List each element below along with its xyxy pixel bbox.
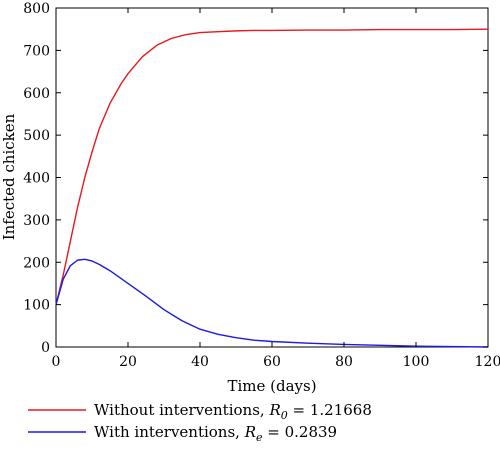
x-tick-label: 0 [52,354,61,370]
y-tick-label: 700 [23,43,50,59]
legend: Without interventions, R0 = 1.21668With … [28,401,372,444]
x-tick-label: 120 [475,354,500,370]
legend-label-1: Without interventions, R0 = 1.21668 [94,401,372,422]
x-tick-label: 80 [335,354,353,370]
x-tick-label: 60 [263,354,281,370]
x-tick-label: 20 [119,354,137,370]
series-line-2 [55,258,489,348]
y-tick-label: 0 [41,340,50,356]
series-layer [55,28,489,348]
y-tick-label: 300 [23,213,50,229]
series-line-1 [55,28,489,305]
x-axis-label: Time (days) [227,377,316,395]
y-tick-label: 400 [23,171,50,187]
y-tick-label: 500 [23,128,50,144]
y-tick-label: 200 [23,255,50,271]
x-tick-label: 40 [191,354,209,370]
y-axis-label: Infected chicken [0,113,18,240]
y-tick-label: 800 [23,1,50,17]
legend-label-2: With interventions, Re = 0.2839 [94,423,337,444]
x-tick-label: 100 [403,354,430,370]
y-tick-label: 100 [23,298,50,314]
plot-frame [55,7,489,348]
tick-layer: 0 20 40 60 80 100 120 0 100 200 300 400 500 600 700 800 [23,1,500,370]
y-tick-label: 600 [23,86,50,102]
